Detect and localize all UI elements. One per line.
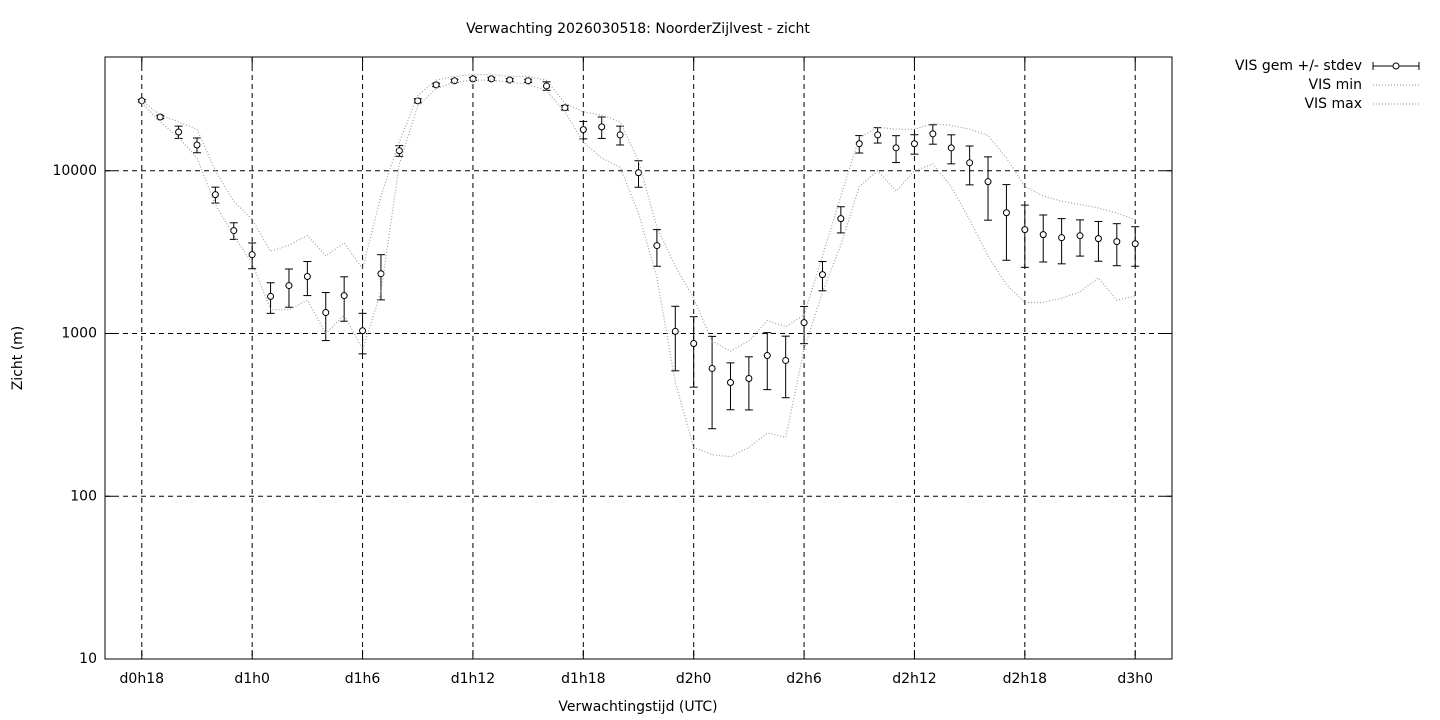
point [579, 126, 587, 134]
x-tick-label: d2h18 [1003, 671, 1047, 687]
point [910, 140, 918, 148]
point [800, 319, 808, 327]
x-tick-label: d2h0 [676, 671, 712, 687]
y-tick-label: 10 [79, 651, 97, 667]
point [359, 327, 367, 335]
point [1039, 231, 1047, 239]
point [782, 356, 790, 364]
series-line [141, 74, 1136, 352]
point [763, 352, 771, 360]
point [414, 97, 422, 105]
point [248, 251, 256, 259]
legend-label: VIS gem +/- stdev [1235, 58, 1362, 74]
point [175, 128, 183, 136]
point [322, 309, 330, 317]
point [432, 81, 440, 89]
point [892, 144, 900, 152]
point [598, 123, 606, 131]
chart-title: Verwachting 2026030518: NoorderZijlvest … [466, 21, 810, 37]
legend-label: VIS max [1304, 96, 1362, 112]
point [929, 130, 937, 138]
point [1131, 240, 1139, 248]
point [561, 104, 569, 112]
y-tick-label: 100 [70, 488, 97, 504]
y-axis-label: Zicht (m) [10, 326, 26, 391]
x-tick-label: d1h6 [345, 671, 381, 687]
point [1058, 234, 1066, 242]
point [487, 75, 495, 83]
point [1076, 232, 1084, 240]
point [340, 292, 348, 300]
point [708, 364, 716, 372]
point [267, 292, 275, 300]
point [230, 227, 238, 235]
point [818, 271, 826, 279]
point [616, 131, 624, 139]
point [1094, 235, 1102, 243]
point [671, 327, 679, 335]
point [947, 144, 955, 152]
x-tick-label: d1h0 [234, 671, 270, 687]
point [966, 159, 974, 167]
point [874, 131, 882, 139]
x-tick-label: d1h12 [451, 671, 495, 687]
point [1113, 238, 1121, 246]
point [745, 375, 753, 383]
point [524, 77, 532, 85]
point [726, 378, 734, 386]
point [837, 215, 845, 223]
legend-label: VIS min [1309, 77, 1362, 93]
legend-swatch [1392, 62, 1400, 70]
point [1021, 226, 1029, 234]
point [156, 113, 164, 121]
series-line [141, 79, 1136, 458]
plot-frame [104, 56, 1173, 660]
point [193, 141, 201, 149]
point [690, 340, 698, 348]
point [653, 242, 661, 250]
point [543, 82, 551, 90]
x-tick-label: d2h12 [892, 671, 936, 687]
y-tick-label: 1000 [61, 326, 97, 342]
x-axis-label: Verwachtingstijd (UTC) [558, 699, 717, 715]
point [451, 77, 459, 85]
x-tick-label: d3h0 [1117, 671, 1153, 687]
point [1002, 209, 1010, 217]
point [984, 178, 992, 186]
x-tick-label: d1h18 [561, 671, 605, 687]
x-tick-label: d2h6 [786, 671, 822, 687]
y-tick-label: 10000 [52, 163, 97, 179]
point [377, 270, 385, 278]
point [285, 282, 293, 290]
point [211, 191, 219, 199]
point [303, 273, 311, 281]
point [469, 75, 477, 83]
x-tick-label: d0h18 [120, 671, 164, 687]
